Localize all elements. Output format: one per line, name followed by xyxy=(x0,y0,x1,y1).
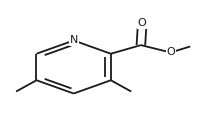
Text: O: O xyxy=(167,47,175,57)
Text: N: N xyxy=(70,36,78,45)
Text: O: O xyxy=(138,18,146,28)
